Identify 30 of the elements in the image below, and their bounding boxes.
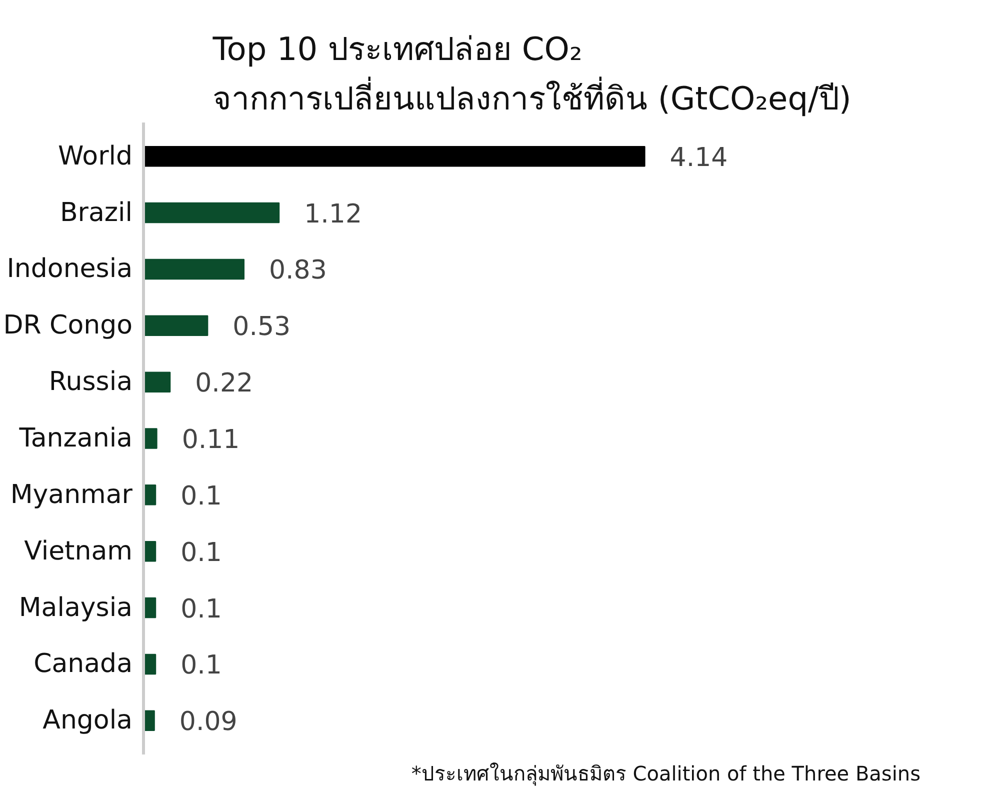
text: *ประเทศในกลุ่มพันธมิตร Coalition of the Three Basins: [411, 762, 921, 786]
data-label: 4.14: [670, 142, 728, 173]
data-label: 0.22: [195, 368, 254, 399]
y-tick-label: Indonesia: [6, 254, 132, 284]
y-tick-label: Angola: [42, 706, 133, 736]
y-tick-label: Russia: [48, 367, 132, 398]
bar: [144, 146, 646, 167]
data-label: 0.11: [182, 425, 240, 455]
data-label: 0.1: [180, 594, 222, 624]
y-tick-label: Canada: [34, 649, 133, 680]
y-tick-label: Myanmar: [10, 480, 133, 510]
y-tick-label: Malaysia: [18, 592, 133, 623]
bar: [144, 315, 208, 336]
data-label: 0.53: [232, 312, 291, 342]
data-label: 0.1: [180, 481, 222, 512]
data-label: 0.1: [180, 538, 222, 568]
chart-title: Top 10 ประเทศปล่อย CO₂ จากการเปลี่ยนแปลงการใช้ที่ดิน (GtCO₂eq/ปี): [212, 30, 852, 118]
data-label: 0.1: [180, 650, 222, 681]
y-tick-label: Brazil: [60, 198, 133, 228]
bar: [144, 202, 280, 224]
data-label: 1.12: [304, 199, 362, 230]
data-label: 0.09: [179, 707, 238, 738]
bar: [144, 428, 158, 449]
y-tick-label: Vietnam: [24, 536, 133, 566]
bar: [144, 372, 171, 392]
data-label: 0.83: [269, 256, 327, 286]
y-tick-label: World: [58, 141, 133, 172]
y-tick-label: DR Congo: [3, 310, 133, 341]
y-tick-label: Tanzania: [18, 424, 133, 454]
bar: [144, 258, 244, 280]
